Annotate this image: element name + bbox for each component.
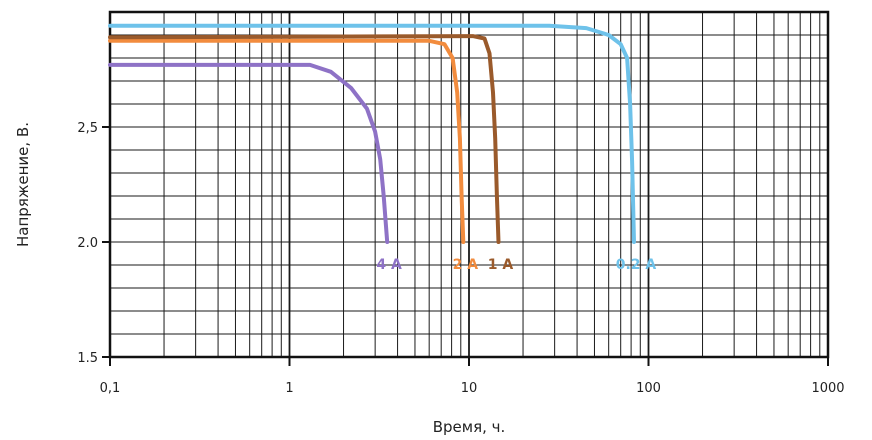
series-line	[108, 62, 390, 244]
y-axis-ticks: 1.5 2.0 2,5	[77, 121, 110, 366]
series-line	[108, 34, 501, 244]
y-gridlines	[110, 34, 828, 335]
y-tick-label: 2,5	[77, 121, 98, 136]
y-tick-label: 1.5	[77, 351, 98, 366]
series-labels: 4 A 2 A 1 A 0.2 A	[376, 257, 656, 273]
y-axis-title: Напряжение, В.	[14, 122, 32, 247]
series-label: 2 A	[453, 257, 479, 273]
series-label: 0.2 A	[616, 257, 657, 273]
x-axis-ticks: 0,1 1 10 100 1000	[100, 357, 845, 396]
x-tick-label: 100	[636, 381, 661, 396]
series-line	[108, 38, 466, 244]
series-label: 4 A	[376, 257, 402, 273]
series-lines	[108, 23, 636, 244]
series-label: 1 A	[488, 257, 514, 273]
series-line	[108, 23, 636, 244]
x-tick-label: 1000	[811, 381, 844, 396]
x-tick-label: 1	[285, 381, 293, 396]
y-tick-label: 2.0	[77, 236, 98, 251]
x-axis-title: Время, ч.	[433, 418, 506, 436]
x-tick-label: 0,1	[100, 381, 121, 396]
x-tick-label: 10	[461, 381, 478, 396]
